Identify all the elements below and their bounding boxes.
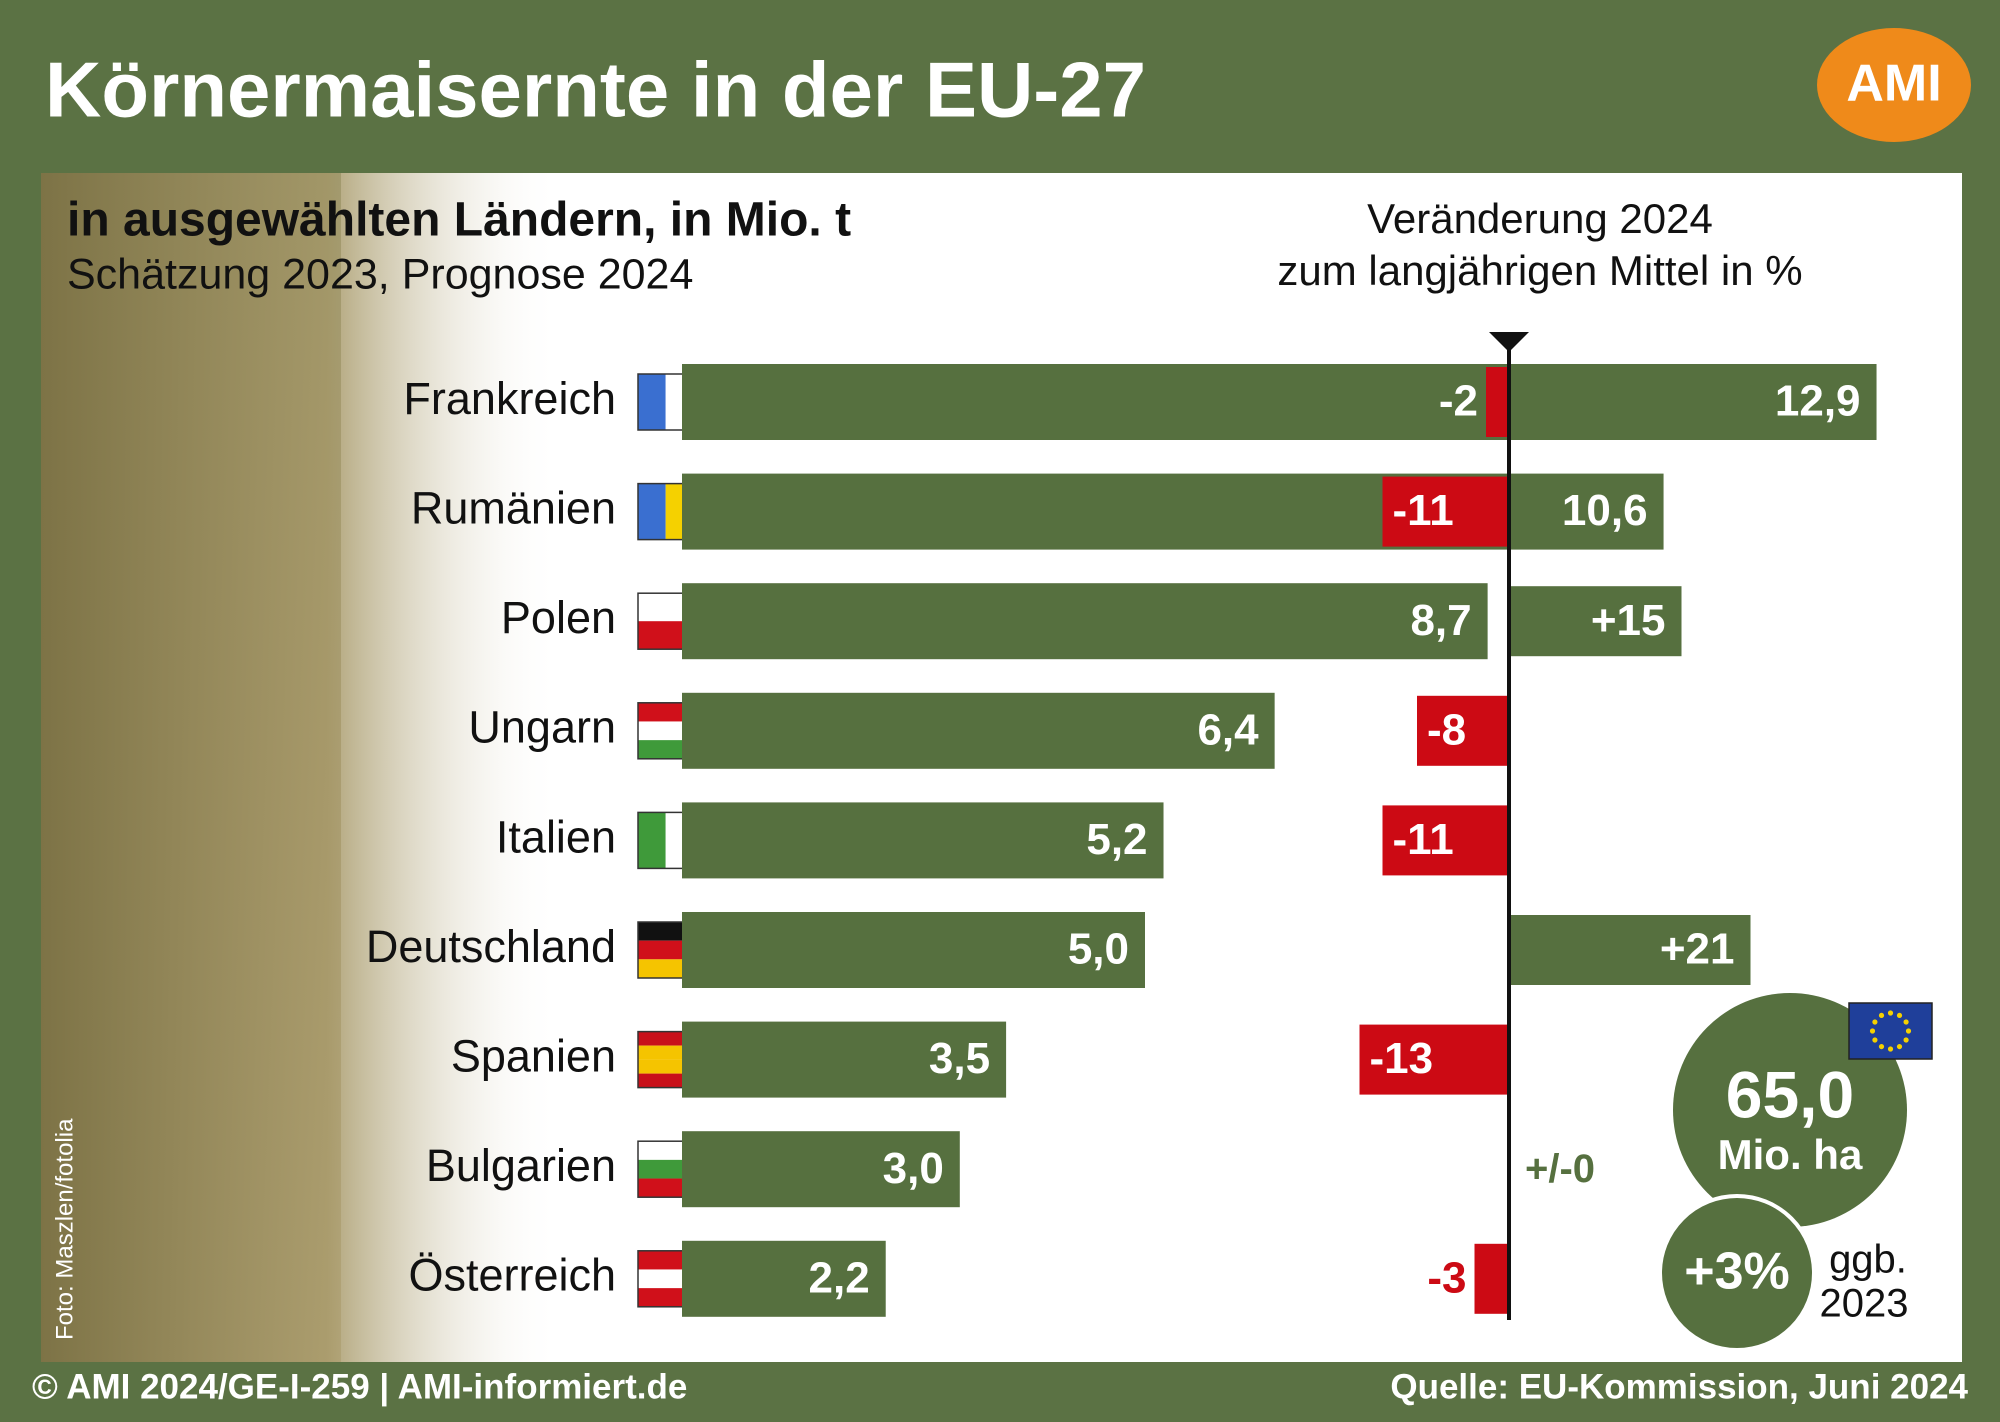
production-label: 3,5 [929, 1034, 990, 1083]
category-label: Italien [496, 811, 616, 862]
change-header: zum langjährigen Mittel in % [1277, 247, 1802, 294]
eu-total-unit: Mio. ha [1718, 1131, 1863, 1178]
change-bar [1509, 915, 1751, 985]
production-bar [682, 802, 1164, 879]
production-bar [682, 912, 1145, 988]
eu-star [1878, 1012, 1885, 1019]
photo-credit: Foto: Maszlen/fotolia [51, 1118, 78, 1340]
eu-total-value: 65,0 [1726, 1057, 1854, 1131]
change-bar [1382, 805, 1509, 876]
eu-star [1903, 1019, 1909, 1025]
change-label: -3 [1427, 1253, 1466, 1302]
change-bar [1359, 1024, 1509, 1095]
change-label: -11 [1393, 486, 1454, 535]
chart-subtitle: Schätzung 2023, Prognose 2024 [67, 250, 693, 298]
production-label: 5,0 [1068, 925, 1129, 974]
change-bar [1382, 476, 1509, 547]
production-bar [682, 692, 1275, 769]
change-bar [1509, 586, 1682, 657]
change-label: -11 [1393, 815, 1454, 864]
eu-change-note: ggb. [1829, 1238, 1907, 1282]
category-label: Spanien [451, 1030, 616, 1081]
production-bar [682, 1240, 886, 1317]
change-label: -8 [1427, 705, 1466, 754]
eu-star [1896, 1043, 1903, 1050]
footer-right: Quelle: EU-Kommission, Juni 2024 [1390, 1367, 1968, 1406]
category-label: Rumänien [411, 482, 616, 533]
production-label: 10,6 [1562, 486, 1648, 535]
logo [1817, 28, 1971, 142]
eu-star [1887, 1010, 1894, 1016]
eu-star [1905, 1028, 1912, 1034]
change-label: -13 [1370, 1034, 1434, 1083]
eu-star [1869, 1028, 1876, 1034]
production-label: 5,2 [1086, 815, 1147, 864]
change-bar [1474, 1243, 1509, 1314]
eu-star [1872, 1019, 1878, 1025]
zero-marker [1489, 332, 1529, 352]
change-label: +21 [1660, 925, 1735, 974]
logo-text: AMI [1846, 55, 1941, 113]
production-label: 2,2 [809, 1253, 870, 1302]
change-label: -2 [1439, 377, 1478, 426]
category-label: Österreich [408, 1250, 616, 1301]
production-bar [682, 1131, 960, 1208]
category-label: Polen [501, 592, 616, 643]
change-header: Veränderung 2024 [1367, 195, 1713, 242]
eu-change-note: 2023 [1820, 1282, 1909, 1326]
production-bar [682, 1021, 1007, 1098]
flag-stripe [638, 812, 666, 869]
change-bar [1417, 695, 1509, 766]
eu-change-value: +3% [1684, 1243, 1790, 1301]
production-bar [682, 583, 1488, 660]
eu-star [1903, 1037, 1909, 1043]
photo-fade [41, 173, 561, 1362]
production-bar [682, 473, 1664, 550]
eu-star [1872, 1037, 1878, 1043]
production-label: 8,7 [1410, 596, 1471, 645]
change-bar [1486, 367, 1509, 437]
title: Körnermaisernte in der EU-27 [45, 46, 1146, 134]
production-label: 3,0 [883, 1144, 944, 1193]
footer-left: © AMI 2024/GE-I-259 | AMI-informiert.de [32, 1367, 687, 1406]
production-label: 12,9 [1775, 377, 1861, 426]
eu-change-circle [1658, 1194, 1816, 1352]
flag-stripe [638, 483, 666, 540]
change-label: +/-0 [1525, 1147, 1595, 1191]
production-bar [682, 364, 1877, 440]
category-label: Ungarn [468, 702, 616, 753]
eu-star [1887, 1046, 1894, 1052]
flag-stripe [638, 374, 666, 430]
change-label: +15 [1591, 596, 1666, 645]
eu-star [1896, 1012, 1903, 1019]
chart-title: in ausgewählten Ländern, in Mio. t [67, 194, 851, 247]
eu-star [1878, 1043, 1885, 1050]
category-label: Deutschland [366, 921, 616, 972]
category-label: Bulgarien [426, 1140, 616, 1191]
category-label: Frankreich [403, 373, 616, 424]
production-label: 6,4 [1197, 705, 1259, 754]
